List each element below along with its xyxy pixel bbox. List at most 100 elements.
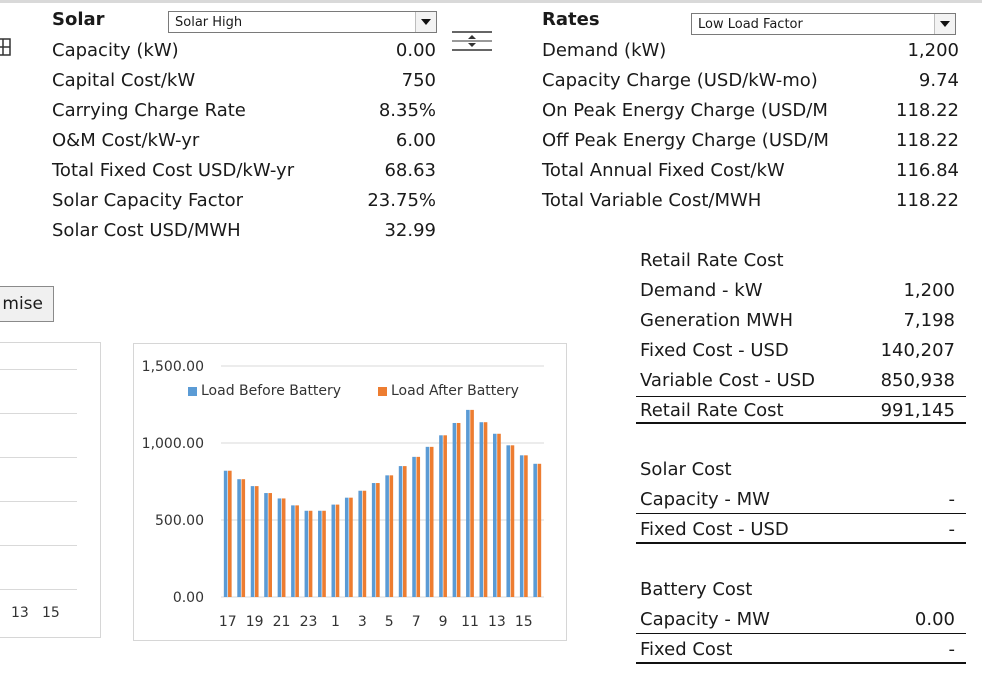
retail-row-label: Generation MWH [640,310,793,331]
solar-dropdown[interactable]: Solar High [168,11,437,33]
bar-load-after-6 [402,466,407,597]
rates-row-label: Capacity Charge (USD/kW-mo) [542,70,818,91]
solar-row-label: Solar Cost USD/MWH [52,220,241,241]
bar-load-before-21 [277,498,282,597]
legend-label-load-before: Load Before Battery [201,383,342,399]
left-chart-gridline [0,589,77,590]
rates-row-label: Demand (kW) [542,40,667,61]
battery-cost-rule [636,633,966,634]
x-tick-label: 13 [488,614,506,630]
retail-row-value[interactable]: 1,200 [903,280,955,301]
solar-row-label: Total Fixed Cost USD/kW-yr [52,160,295,181]
optimise-button[interactable]: mise [0,286,54,322]
solar-cost-row-value[interactable]: - [948,489,956,510]
bar-load-before-15 [519,455,524,597]
solar-cost-row-value[interactable]: - [948,519,956,540]
bar-load-after-19 [254,486,259,597]
legend-swatch-blue [188,386,197,396]
retail-row-value[interactable]: 991,145 [880,400,955,421]
bar-load-before-1 [331,504,336,597]
retail-total-rule [636,396,966,397]
bar-load-after-2 [349,497,353,597]
solar-row-value[interactable]: 6.00 [395,130,436,151]
bar-load-after-5 [389,475,394,597]
x-tick-label: 23 [300,614,318,630]
legend-item-load-after: Load After Battery [378,383,519,399]
chevron-down-icon[interactable] [934,14,955,34]
bar-load-before-16 [533,463,537,597]
rates-header: Rates [542,9,600,30]
chevron-down-icon[interactable] [415,12,436,32]
rates-row-value[interactable]: 118.22 [896,100,959,121]
bar-load-before-13 [493,433,497,597]
load-chart: 1,500.00 1,000.00 500.00 0.00 17 19 21 23 1 3 5 7 9 1… [133,343,567,641]
rates-row-value[interactable]: 118.22 [896,190,959,211]
retail-row-label: Variable Cost - USD [640,370,816,391]
y-tick-label: 1,500.00 [142,359,204,375]
window-top-border [0,0,982,3]
grid-icon[interactable] [0,38,12,56]
rates-row-label: Total Annual Fixed Cost/kW [542,160,785,181]
bar-load-before-14 [506,445,511,597]
spinner-icon [452,31,492,51]
battery-cost-row-label: Fixed Cost [640,639,733,660]
bar-load-after-17 [228,470,232,597]
solar-row-label: Carrying Charge Rate [52,100,246,121]
bar-load-after-1 [335,504,340,597]
left-chart-gridline [0,413,77,414]
bar-load-before-7 [412,456,416,597]
bar-load-after-21 [281,498,286,597]
left-chart-gridline [0,501,77,502]
bar-load-before-9 [439,435,443,597]
bar-load-after-18 [241,479,246,597]
battery-cost-row-value[interactable]: - [948,639,956,660]
retail-row-label: Retail Rate Cost [640,400,784,421]
solar-row-value[interactable]: 0.00 [395,40,436,61]
rates-row-value[interactable]: 1,200 [907,40,959,61]
retail-row-value[interactable]: 140,207 [880,340,955,361]
solar-row-label: Capital Cost/kW [52,70,196,91]
bar-load-before-10 [452,422,457,597]
bar-load-before-3 [358,490,363,597]
solar-row-value[interactable]: 23.75% [367,190,436,211]
x-tick-label: 11 [461,614,479,630]
solar-cost-row-label: Fixed Cost - USD [640,519,789,540]
bar-load-after-8 [429,446,434,597]
rates-dropdown[interactable]: Low Load Factor [691,13,956,35]
rates-row-value[interactable]: 118.22 [896,130,959,151]
bar-load-after-7 [416,456,421,597]
legend-item-load-before: Load Before Battery [188,383,341,399]
retail-row-label: Fixed Cost - USD [640,340,789,361]
legend-label-load-after: Load After Battery [391,383,519,399]
solar-row-value[interactable]: 32.99 [384,220,436,241]
bar-load-before-2 [344,497,349,597]
retail-bottom-rule [636,422,966,424]
spinner-control[interactable] [452,30,492,52]
bar-load-before-20 [264,493,268,597]
bar-load-after-13 [497,433,501,597]
x-tick-label: 15 [515,614,533,630]
retail-row-value[interactable]: 7,198 [903,310,955,331]
x-tick-label: 17 [219,614,237,630]
solar-row-value[interactable]: 68.63 [384,160,436,181]
solar-row-value[interactable]: 8.35% [378,100,436,121]
bar-load-before-23 [304,510,309,597]
rates-dropdown-value: Low Load Factor [698,17,803,32]
bar-load-after-15 [524,455,528,597]
bar-load-before-17 [223,470,228,597]
y-tick-label: 1,000.00 [142,436,204,452]
optimise-button-label: mise [2,294,43,314]
battery-cost-row-value[interactable]: 0.00 [914,609,955,630]
bar-load-before-18 [237,479,241,597]
bar-load-before-5 [385,475,389,597]
rates-row-value[interactable]: 116.84 [896,160,959,181]
solar-row-label: O&M Cost/kW-yr [52,130,200,151]
rates-row-label: On Peak Energy Charge (USD/M [542,100,828,121]
solar-row-value[interactable]: 750 [401,70,436,91]
rates-row-label: Total Variable Cost/MWH [542,190,762,211]
solar-header: Solar [52,9,105,30]
bar-load-before-11 [466,409,470,597]
rates-row-value[interactable]: 9.74 [918,70,959,91]
bar-load-after-24 [322,510,326,597]
retail-row-value[interactable]: 850,938 [880,370,955,391]
